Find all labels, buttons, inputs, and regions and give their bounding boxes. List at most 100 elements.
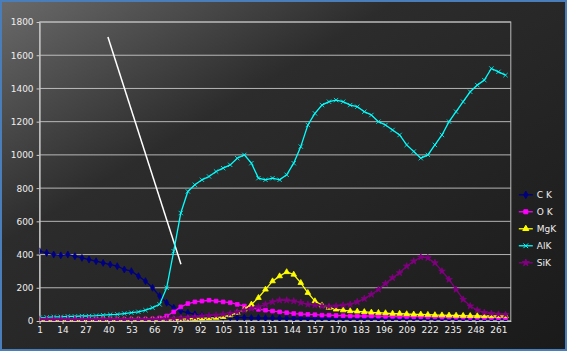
marker (390, 310, 396, 315)
tick-label: 183 (353, 325, 370, 335)
tick-mark (338, 321, 339, 324)
chart: 0200400600800100012001400160018001142740… (0, 0, 567, 351)
tick-label: 209 (399, 325, 416, 335)
marker (446, 276, 453, 282)
tick: 600 (16, 217, 39, 227)
marker (305, 289, 311, 294)
marker (426, 153, 430, 157)
marker (220, 311, 227, 317)
marker (129, 311, 133, 315)
tick-label: 170 (330, 325, 347, 335)
series-line (40, 257, 506, 319)
marker (235, 303, 239, 307)
marker (347, 308, 353, 313)
marker (396, 269, 403, 275)
tick-label: 14 (57, 325, 69, 335)
marker (165, 299, 169, 306)
tick-mark (85, 321, 86, 324)
marker (348, 103, 352, 107)
marker (158, 293, 162, 300)
marker (474, 307, 481, 313)
marker (108, 261, 112, 268)
marker (213, 312, 220, 318)
tick: 79 (172, 321, 184, 335)
marker (502, 311, 509, 317)
tick-mark (37, 321, 40, 322)
marker (403, 263, 410, 269)
tick-mark (223, 321, 224, 324)
tick-mark (40, 321, 41, 324)
tick: 53 (126, 321, 137, 335)
markers (40, 269, 509, 321)
tick: 400 (16, 250, 39, 260)
marker (432, 259, 439, 265)
tick-label: 196 (376, 325, 393, 335)
tick-label: 200 (16, 283, 33, 293)
marker (383, 123, 387, 127)
tick-label: 800 (16, 183, 33, 193)
marker (79, 316, 86, 321)
tick-mark (37, 122, 40, 123)
legend-marker (524, 210, 528, 214)
tick-label: 131 (261, 325, 278, 335)
marker (149, 316, 156, 321)
tick: 235 (444, 321, 461, 335)
marker (368, 291, 375, 297)
marker (447, 119, 451, 123)
tick-label: 157 (307, 325, 324, 335)
legend-item: O K (519, 207, 554, 217)
y-axis: 020040060080010001200140016001800 (11, 17, 40, 326)
tick: 209 (399, 321, 416, 335)
marker (263, 315, 267, 321)
marker (52, 251, 56, 258)
marker (179, 305, 183, 309)
marker (234, 308, 241, 314)
tick: 1 (37, 321, 43, 335)
marker (306, 312, 310, 316)
tick-label: 1600 (11, 51, 34, 61)
markers (40, 298, 508, 321)
tick: 200 (16, 283, 39, 293)
marker (382, 280, 389, 286)
marker (290, 298, 297, 304)
grid-line (40, 154, 511, 155)
marker (143, 278, 147, 285)
marker (207, 174, 211, 178)
marker (249, 161, 253, 165)
marker (425, 311, 431, 316)
marker (439, 268, 446, 274)
marker (460, 296, 467, 302)
legend-item: AlK (519, 241, 553, 251)
marker (278, 310, 282, 314)
tick: 248 (467, 321, 484, 335)
marker (362, 314, 366, 318)
legend: C KO KMgKAlKSiK (519, 190, 557, 268)
marker (326, 303, 333, 309)
legend-item: C K (519, 190, 553, 200)
tick: 222 (422, 321, 439, 335)
legend-label: SiK (537, 258, 552, 268)
marker (64, 316, 71, 321)
marker (235, 156, 239, 160)
marker (285, 315, 289, 321)
marker (446, 312, 452, 317)
marker (419, 156, 423, 160)
tick-label: 1 (37, 325, 43, 335)
legend-label: C K (537, 190, 553, 200)
tick-mark (37, 255, 40, 256)
legend-marker (524, 191, 528, 198)
tick-label: 0 (28, 316, 34, 326)
tick-label: 600 (16, 217, 33, 227)
tick: 66 (149, 321, 161, 335)
tick: 800 (16, 183, 39, 193)
marker (164, 316, 170, 321)
marker (291, 271, 297, 276)
marker (454, 110, 458, 114)
tick: 1400 (11, 84, 40, 94)
grid-line (40, 55, 511, 56)
marker (163, 315, 170, 321)
marker (193, 183, 197, 187)
grid-line (40, 254, 511, 255)
marker (313, 313, 317, 317)
marker (101, 259, 105, 266)
